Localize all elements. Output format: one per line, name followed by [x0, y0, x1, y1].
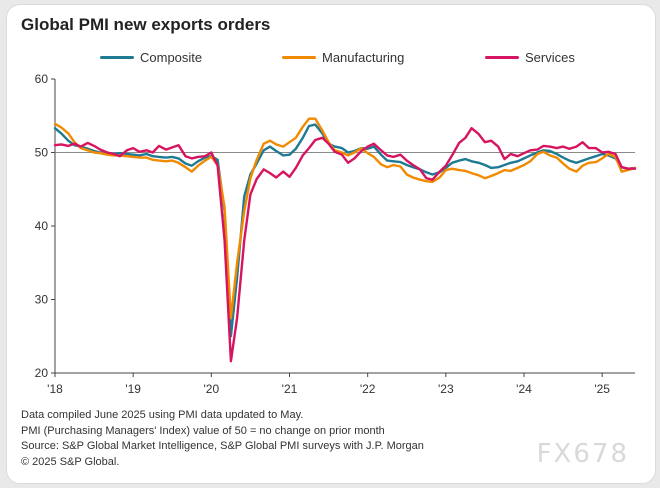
- note-line: PMI (Purchasing Managers' Index) value o…: [21, 424, 385, 437]
- chart-card: Global PMI new exports orders Composite …: [6, 4, 656, 484]
- x-tick-label: '22: [360, 382, 376, 396]
- note-line: Data compiled June 2025 using PMI data u…: [21, 409, 304, 421]
- y-tick-label: 30: [35, 293, 49, 307]
- legend-swatch-services: [485, 56, 519, 59]
- legend-item-composite: Composite: [100, 50, 202, 65]
- x-tick-label: '18: [47, 382, 63, 396]
- chart-notes: Data compiled June 2025 using PMI data u…: [21, 408, 424, 470]
- legend-swatch-manufacturing: [282, 56, 316, 59]
- legend-item-manufacturing: Manufacturing: [282, 50, 404, 65]
- legend-swatch-composite: [100, 56, 134, 59]
- y-tick-label: 20: [35, 366, 49, 380]
- series-line-composite: [53, 123, 637, 338]
- y-tick-label: 40: [35, 219, 49, 233]
- line-chart: 20 30 40 50 60 '18 '19 '20 '21 '22 '23 '24 '25: [35, 72, 637, 396]
- watermark: FX678: [536, 439, 629, 469]
- x-tick-label: '21: [282, 382, 298, 396]
- legend-label-manufacturing: Manufacturing: [322, 50, 405, 65]
- chart-title: Global PMI new exports orders: [21, 15, 271, 34]
- series-line-manufacturing: [53, 117, 637, 320]
- series-line-services: [53, 126, 637, 363]
- x-tick-label: '23: [438, 382, 454, 396]
- legend-item-services: Services: [485, 50, 575, 65]
- chart-legend: Composite Manufacturing Services: [7, 50, 655, 70]
- x-tick-label: '24: [516, 382, 532, 396]
- legend-label-composite: Composite: [140, 50, 203, 65]
- x-tick-label: '20: [204, 382, 220, 396]
- legend-label-services: Services: [525, 50, 575, 65]
- y-tick-label: 50: [35, 146, 49, 160]
- note-line: © 2025 S&P Global.: [21, 455, 120, 468]
- x-tick-label: '19: [125, 382, 141, 396]
- y-tick-label: 60: [35, 72, 49, 86]
- x-tick-label: '25: [594, 382, 610, 396]
- note-line: Source: S&P Global Market Intelligence, …: [21, 440, 424, 452]
